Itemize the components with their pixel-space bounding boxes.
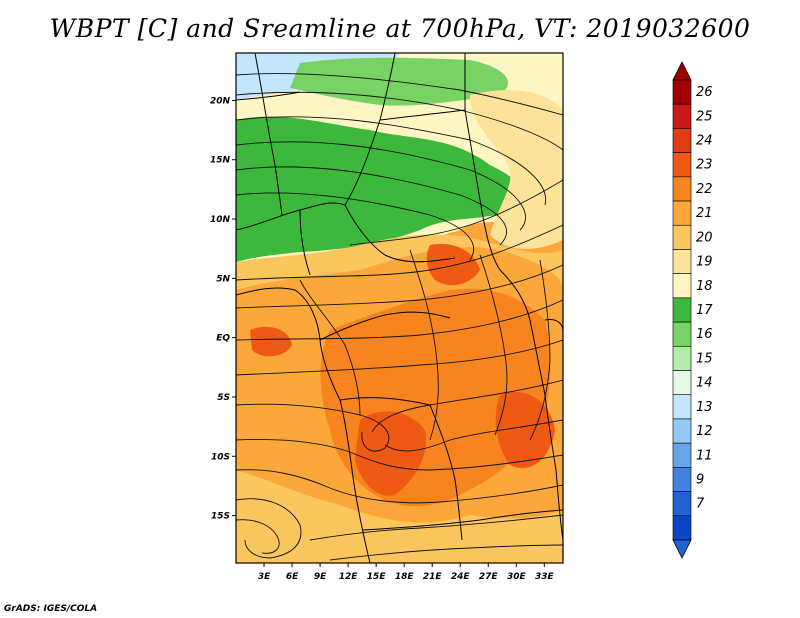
colorbar-swatch [672, 418, 692, 444]
colorbar-label: 23 [696, 158, 713, 173]
lat-tick-label: 20N [210, 96, 231, 106]
field-region-red-4 [250, 326, 292, 357]
lon-tick-label: 9E [314, 572, 327, 582]
colorbar-top-arrow [672, 61, 692, 81]
wbpt-field [236, 53, 563, 563]
lon-tick-label: 27E [479, 572, 499, 582]
field-region-green-band [236, 116, 522, 263]
colorbar-swatch [672, 515, 692, 541]
colorbar-label: 17 [696, 303, 713, 318]
lat-tick-label: 10N [210, 215, 231, 225]
colorbar-swatch [672, 321, 692, 347]
lat-tick-label: 5S [217, 393, 230, 403]
longitude-axis: 3E 6E 9E 12E 15E 18E 21E 24E 27E 30E 33E [258, 563, 555, 582]
lat-tick-label: 15N [210, 156, 231, 166]
colorbar-bottom-arrow [672, 539, 692, 559]
lon-tick-label: 33E [535, 572, 555, 582]
colorbar-label: 24 [696, 134, 713, 149]
colorbar-label: 12 [696, 424, 713, 439]
country-borders [236, 53, 563, 563]
lon-tick-label: 30E [507, 572, 527, 582]
colorbar-label: 19 [696, 255, 713, 270]
colorbar-swatch [672, 394, 692, 420]
colorbar-swatch [672, 346, 692, 371]
colorbar-swatch [672, 370, 692, 396]
colorbar: 26 25 24 23 22 21 20 19 18 17 16 15 14 13 12 11 9 7 [672, 61, 713, 559]
colorbar-swatch [672, 200, 692, 226]
colorbar-label: 21 [696, 206, 713, 221]
colorbar-swatch [672, 79, 692, 105]
lon-tick-label: 6E [286, 572, 299, 582]
colorbar-label: 20 [696, 230, 713, 245]
colorbar-swatch [672, 297, 692, 323]
colorbar-label: 25 [696, 109, 713, 124]
colorbar-swatch [672, 103, 692, 129]
colorbar-swatch [672, 224, 692, 250]
lat-tick-label: 5N [216, 274, 230, 284]
colorbar-label: 18 [696, 279, 713, 294]
colorbar-label: 13 [696, 400, 713, 415]
colorbar-label: 14 [696, 376, 713, 391]
colorbar-swatch [672, 128, 692, 153]
colorbar-swatch [672, 249, 692, 274]
lon-tick-label: 3E [258, 572, 271, 582]
field-region-yellow-ne [470, 90, 563, 250]
colorbar-label: 7 [696, 497, 705, 512]
colorbar-swatch [672, 152, 692, 178]
colorbar-label: 11 [696, 448, 713, 463]
streamlines [236, 73, 563, 561]
colorbar-label: 15 [696, 351, 713, 366]
lon-tick-label: 15E [367, 572, 387, 582]
field-region-red-2 [426, 243, 480, 286]
colorbar-swatch [672, 491, 692, 517]
field-region-red-1 [355, 411, 426, 496]
colorbar-swatch [672, 467, 692, 492]
credit-text: GrADS: IGES/COLA [4, 604, 98, 614]
colorbar-swatch [672, 442, 692, 468]
field-region-red-3 [495, 391, 555, 469]
colorbar-label: 26 [696, 85, 713, 100]
lat-tick-label: 10S [211, 452, 230, 462]
colorbar-label: 16 [696, 327, 713, 342]
map-frame [235, 52, 564, 564]
colorbar-swatch [672, 176, 692, 202]
lon-tick-label: 18E [395, 572, 415, 582]
latitude-axis: 20N 15N 10N 5N EQ 5S 10S 15S [210, 96, 236, 522]
lat-tick-label: 15S [211, 512, 230, 522]
colorbar-label: 22 [696, 182, 713, 197]
lon-tick-label: 24E [451, 572, 471, 582]
chart-title: WBPT [C] and Sreamline at 700hPa, VT: 20… [49, 14, 751, 43]
colorbar-swatch [672, 273, 692, 299]
colorbar-label: 9 [696, 472, 704, 487]
lat-tick-label: EQ [216, 334, 230, 344]
lon-tick-label: 12E [339, 572, 359, 582]
lon-tick-label: 21E [423, 572, 443, 582]
